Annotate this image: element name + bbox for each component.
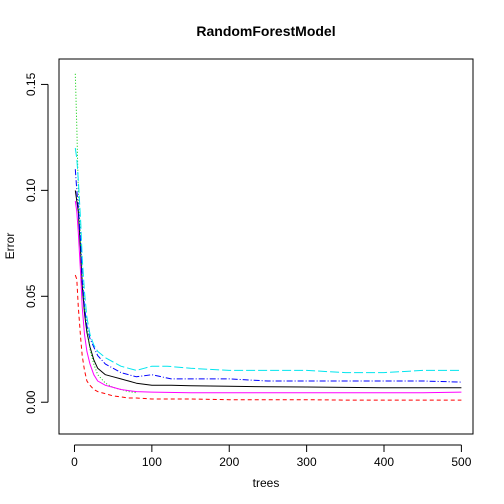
x-axis: 0 100 200 300 400 500 xyxy=(71,444,472,469)
y-tick-label: 0.00 xyxy=(24,390,38,414)
x-tick-label: 0 xyxy=(71,455,78,469)
x-axis-label: trees xyxy=(253,476,280,490)
series-line-2 xyxy=(74,274,462,401)
y-tick-label: 0.05 xyxy=(24,284,38,308)
series-line-4 xyxy=(74,169,462,383)
y-axis: 0.00 0.05 0.10 0.15 xyxy=(24,72,49,414)
y-tick-label: 0.10 xyxy=(24,178,38,202)
x-tick-label: 400 xyxy=(374,455,394,469)
x-tick-label: 300 xyxy=(297,455,317,469)
plot-frame xyxy=(58,58,474,435)
series-line-1 xyxy=(74,190,462,389)
x-tick-label: 100 xyxy=(142,455,162,469)
series-line-6 xyxy=(74,200,462,394)
series-line-3 xyxy=(74,73,137,394)
x-tick-label: 200 xyxy=(219,455,239,469)
series-line-5 xyxy=(74,147,462,374)
series-layer xyxy=(74,73,462,401)
y-axis-label: Error xyxy=(3,233,17,260)
chart-title: RandomForestModel xyxy=(196,23,335,39)
x-tick-label: 500 xyxy=(451,455,471,469)
y-tick-label: 0.15 xyxy=(24,72,38,96)
